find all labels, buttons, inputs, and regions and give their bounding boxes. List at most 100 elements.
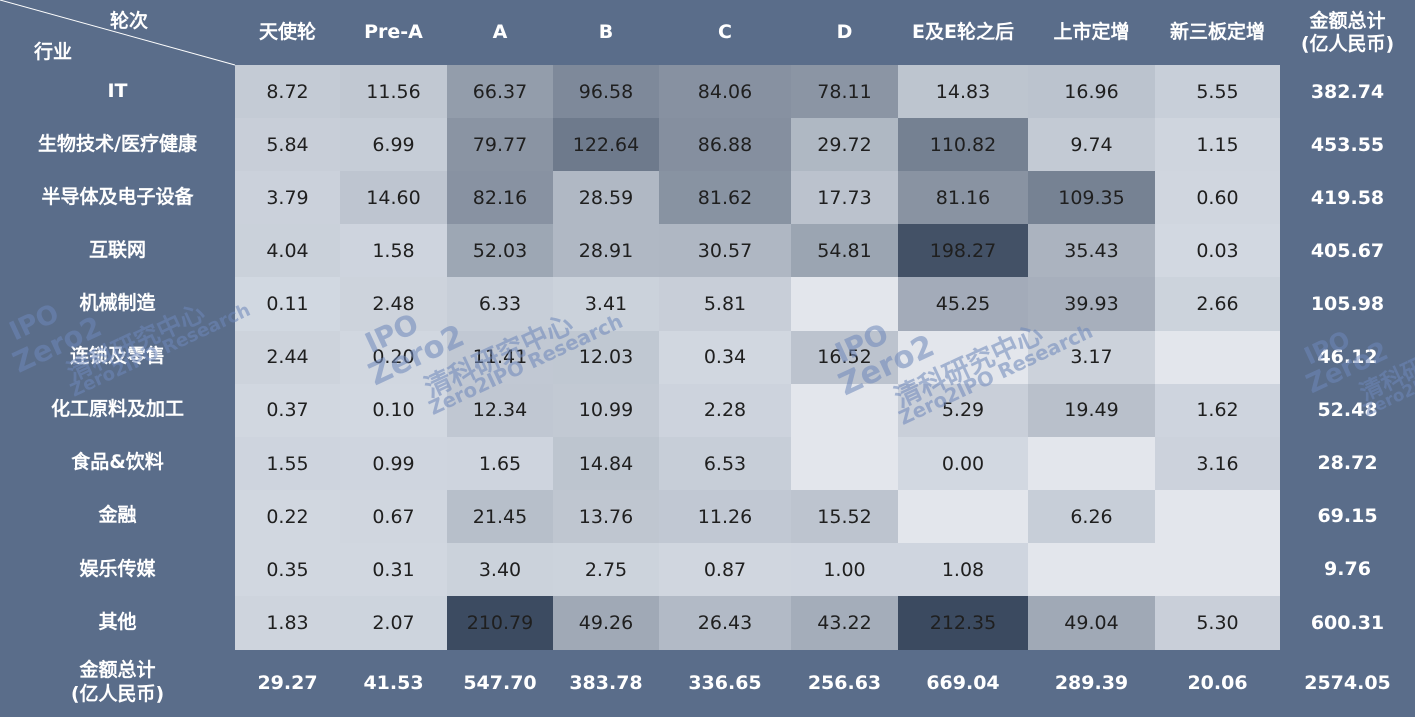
heatmap-cell: 212.35 [898, 596, 1028, 650]
heatmap-cell: 0.34 [659, 330, 791, 385]
column-header: C [718, 21, 732, 44]
total-row-label-line: (亿人民币) [70, 683, 165, 706]
heatmap-cell: 0.35 [235, 542, 340, 597]
column-header-total-line: (亿人民币) [1300, 32, 1395, 55]
heatmap-cell: 19.49 [1028, 383, 1155, 438]
row-label: 食品&饮料 [71, 451, 164, 474]
row-label: 互联网 [88, 238, 146, 261]
column-total: 289.39 [1054, 672, 1129, 695]
heatmap-cell: 4.04 [235, 224, 340, 278]
heatmap-cell [898, 330, 1028, 385]
heatmap-cell: 2.48 [340, 277, 447, 332]
heatmap-cell: 0.03 [1155, 224, 1280, 278]
heatmap-cell: 109.35 [1028, 171, 1155, 225]
heatmap-cell: 5.29 [898, 383, 1028, 438]
row-total: 405.67 [1310, 239, 1385, 262]
column-total: 20.06 [1187, 672, 1248, 695]
heatmap-cell: 78.11 [791, 65, 898, 119]
heatmap-cell: 82.16 [447, 171, 553, 225]
heatmap-cell: 198.27 [898, 224, 1028, 278]
heatmap-cell: 9.74 [1028, 118, 1155, 172]
heatmap-cell: 1.83 [235, 596, 340, 650]
heatmap-cell: 3.17 [1028, 330, 1155, 385]
heatmap-cell: 12.34 [447, 383, 553, 438]
heatmap-cell: 14.60 [340, 171, 447, 225]
column-total: 41.53 [363, 672, 424, 695]
heatmap-cell: 35.43 [1028, 224, 1155, 278]
heatmap-cell: 0.87 [659, 542, 791, 597]
row-total: 382.74 [1310, 80, 1385, 103]
corner-header-industry: 行业 [34, 41, 73, 63]
row-label: 金融 [98, 504, 137, 527]
heatmap-cell: 11.26 [659, 489, 791, 544]
row-label: 化工原料及加工 [50, 398, 184, 421]
heatmap-cell: 0.10 [340, 383, 447, 438]
heatmap-cell: 14.84 [553, 436, 659, 491]
heatmap-cell: 122.64 [553, 118, 659, 172]
heatmap-cell: 2.28 [659, 383, 791, 438]
heatmap-cell: 1.15 [1155, 118, 1280, 172]
column-header: Pre-A [364, 21, 423, 44]
row-label: 生物技术/医疗健康 [38, 132, 197, 155]
heatmap-cell: 28.59 [553, 171, 659, 225]
heatmap-cell [1155, 330, 1280, 385]
row-total: 600.31 [1310, 611, 1385, 634]
heatmap-cell: 84.06 [659, 65, 791, 119]
heatmap-cell: 2.66 [1155, 277, 1280, 332]
heatmap-cell: 11.56 [340, 65, 447, 119]
row-total: 419.58 [1310, 186, 1385, 209]
row-total: 105.98 [1310, 292, 1385, 315]
heatmap-cell: 0.60 [1155, 171, 1280, 225]
row-total: 46.12 [1317, 346, 1378, 369]
heatmap-cell: 2.07 [340, 596, 447, 650]
heatmap-cell: 5.84 [235, 118, 340, 172]
column-header: 上市定增 [1053, 21, 1130, 44]
heatmap-cell: 14.83 [898, 65, 1028, 119]
heatmap-cell: 0.99 [340, 436, 447, 491]
heatmap-cell: 29.72 [791, 118, 898, 172]
heatmap-cell: 210.79 [447, 596, 553, 650]
column-header: D [836, 21, 853, 44]
column-total: 669.04 [926, 672, 1000, 695]
row-total: 453.55 [1310, 133, 1385, 156]
grand-total: 2574.05 [1304, 672, 1391, 695]
heatmap-cell: 96.58 [553, 65, 659, 119]
heatmap-cell: 30.57 [659, 224, 791, 278]
heatmap-cell: 6.33 [447, 277, 553, 332]
column-header-total-line: 金额总计 [1309, 9, 1386, 32]
row-label: 连锁及零售 [69, 345, 165, 368]
heatmap-cell: 52.03 [447, 224, 553, 278]
heatmap-cell: 6.53 [659, 436, 791, 491]
heatmap-cell: 5.81 [659, 277, 791, 332]
heatmap-cell: 6.26 [1028, 489, 1155, 544]
heatmap-cell: 11.41 [447, 330, 553, 385]
heatmap-cell: 6.99 [340, 118, 447, 172]
heatmap-cell: 1.08 [898, 542, 1028, 597]
column-header: 天使轮 [258, 21, 316, 44]
heatmap-cell: 21.45 [447, 489, 553, 544]
heatmap-cell: 43.22 [791, 596, 898, 650]
heatmap-cell: 81.62 [659, 171, 791, 225]
heatmap-cell: 5.30 [1155, 596, 1280, 650]
column-total: 383.78 [569, 672, 643, 695]
heatmap-cell: 110.82 [898, 118, 1028, 172]
heatmap-cell: 3.40 [447, 542, 553, 597]
heatmap-cell: 13.76 [553, 489, 659, 544]
heatmap-cell: 3.16 [1155, 436, 1280, 491]
heatmap-cell: 1.62 [1155, 383, 1280, 438]
heatmap-cell: 1.58 [340, 224, 447, 278]
row-total: 69.15 [1317, 505, 1378, 528]
heatmap-cell: 28.91 [553, 224, 659, 278]
heatmap-cell: 17.73 [791, 171, 898, 225]
heatmap-cell: 0.00 [898, 436, 1028, 491]
total-row-label: 金额总计 (亿人民币) [0, 649, 235, 717]
heatmap-cell: 1.65 [447, 436, 553, 491]
heatmap-cell: 81.16 [898, 171, 1028, 225]
heatmap-cell: 5.55 [1155, 65, 1280, 119]
heatmap-cell: 2.75 [553, 542, 659, 597]
row-total: 9.76 [1324, 558, 1371, 581]
heatmap-cell [1028, 542, 1155, 597]
column-header: B [598, 21, 614, 44]
heatmap-cell: 3.41 [553, 277, 659, 332]
heatmap-cell: 2.44 [235, 330, 340, 385]
